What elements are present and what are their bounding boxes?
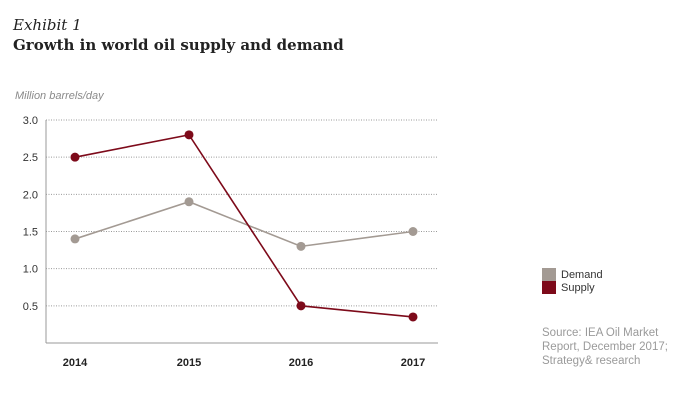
y-tick-label: 1.5 [23, 227, 38, 239]
legend-item-demand: Demand [542, 268, 603, 281]
series-line-demand [74, 200, 414, 248]
series-line-supply [74, 133, 414, 318]
legend-swatch-demand [542, 268, 556, 281]
y-axis-label: Million barrels/day [15, 90, 104, 102]
exhibit-label: Exhibit 1 [13, 16, 82, 34]
y-tick-label: 0.5 [23, 301, 38, 313]
y-tick-label: 3.0 [23, 115, 38, 127]
legend-label-supply: Supply [561, 281, 595, 294]
legend: Demand Supply [542, 268, 603, 294]
x-tick-label: 2017 [401, 357, 425, 369]
data-point-supply [296, 301, 306, 311]
x-tick-label: 2016 [289, 357, 313, 369]
series-points [70, 130, 418, 322]
series-lines [74, 133, 414, 318]
legend-label-demand: Demand [561, 268, 603, 281]
legend-swatch-supply [542, 281, 556, 294]
legend-item-supply: Supply [542, 281, 603, 294]
chart-title: Growth in world oil supply and demand [13, 36, 344, 54]
source-note: Source: IEA Oil Market Report, December … [542, 327, 668, 367]
data-point-supply [184, 130, 194, 140]
x-tick-label: 2014 [63, 357, 88, 369]
y-tick-label: 2.5 [23, 152, 38, 164]
data-point-supply [408, 312, 418, 322]
data-point-demand [408, 227, 418, 236]
y-tick-label: 2.0 [23, 189, 38, 201]
data-point-demand [296, 241, 306, 251]
data-point-supply [70, 152, 80, 162]
gridlines [46, 119, 438, 307]
data-point-demand [70, 234, 80, 244]
y-tick-label: 1.0 [23, 264, 38, 276]
x-tick-label: 2015 [177, 357, 201, 369]
y-tick-labels: 0.5 1.0 1.5 2.0 2.5 3.0 [23, 115, 38, 313]
axes [45, 120, 438, 344]
x-tick-labels: 2014 2015 2016 2017 [63, 357, 425, 369]
data-point-demand [184, 197, 194, 207]
